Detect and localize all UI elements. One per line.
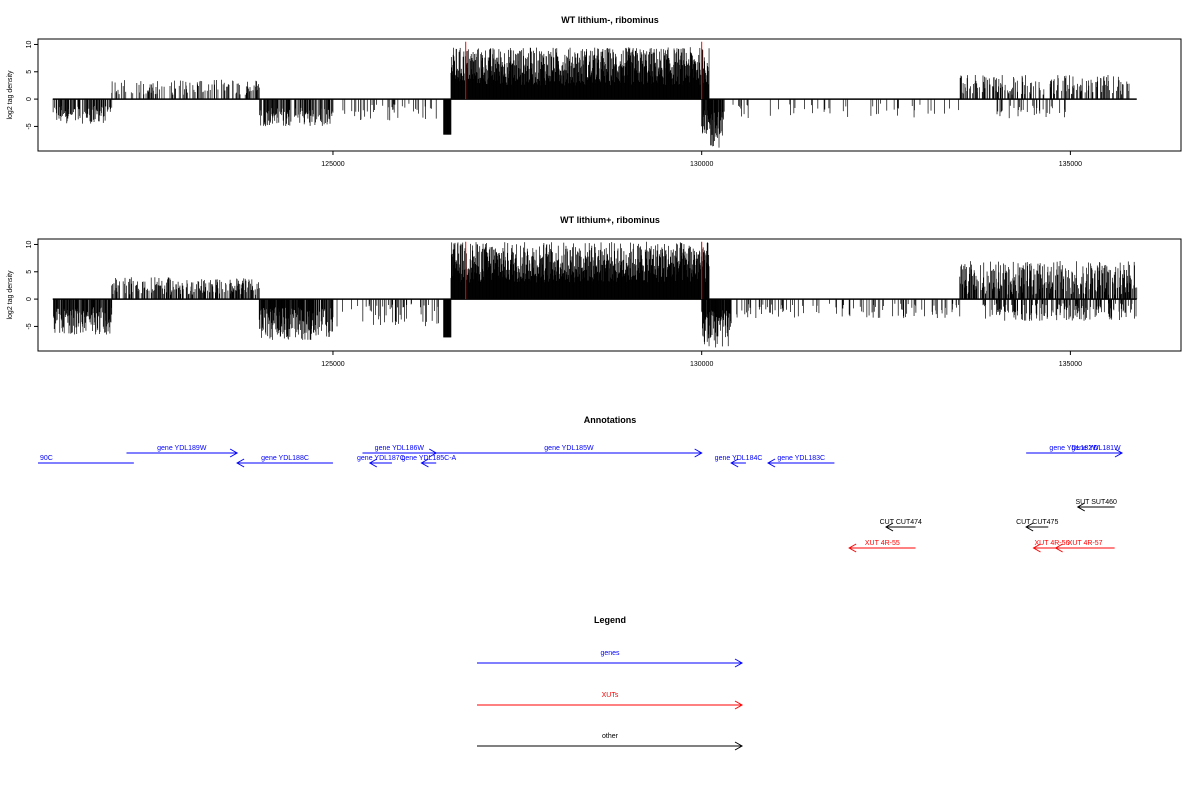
feature-label: gene YDL187C	[357, 455, 405, 462]
x-axis: 125000 130000 135000	[321, 351, 1082, 368]
arrow-head-icon	[1076, 502, 1086, 512]
arrow-head-icon	[885, 522, 894, 532]
x-tick-label: 135000	[1059, 361, 1082, 368]
arrow-head-icon	[420, 458, 429, 468]
y-axis-label: log2 tag density	[7, 70, 14, 120]
x-tick-label: 130000	[690, 361, 713, 368]
arrow-head-icon	[694, 448, 703, 458]
feature-label: gene YDL182W	[1049, 445, 1099, 452]
annotation-feature: gene YDL183C	[767, 455, 835, 468]
annotation-feature: gene YDL185C-A	[401, 455, 457, 468]
y-axis: -5 0 5 10	[26, 240, 38, 330]
arrow-head-icon	[368, 458, 378, 468]
y-tick-label: 5	[26, 270, 33, 274]
arrow-head-icon	[1114, 448, 1124, 458]
feature-label: XUT 4R-55	[865, 540, 900, 547]
y-tick-label: 10	[26, 40, 33, 48]
arrow-head-icon	[730, 458, 739, 468]
y-tick-label: 0	[26, 297, 33, 301]
feature-label: gene YDL181W	[1071, 445, 1121, 452]
feature-label: CUT CUT474	[880, 519, 922, 526]
marker-lines	[465, 41, 703, 100]
annotation-feature: gene YDL189W	[126, 445, 239, 458]
annotations-title: Annotations	[584, 415, 637, 425]
annotation-feature: XUT 4R-56	[1032, 540, 1071, 553]
signal-bars	[52, 47, 1137, 148]
feature-label: gene YDL184C	[715, 455, 763, 462]
y-tick-label: -5	[26, 123, 33, 129]
feature-label: gene YDL183C	[777, 455, 825, 462]
x-tick-label: 125000	[321, 361, 344, 368]
feature-label: gene YDL189W	[157, 445, 207, 452]
annotation-feature: SUT SUT460	[1075, 499, 1117, 512]
legend: Legend genes XUTs other	[477, 615, 744, 751]
feature-label: XUT 4R-56	[1035, 540, 1070, 547]
feature-label: SUT SUT460	[1075, 499, 1117, 506]
legend-item: other	[477, 733, 744, 751]
annotation-feature: gene YDL188C	[236, 455, 333, 468]
y-axis-label: log2 tag density	[7, 270, 14, 320]
signal-bars	[52, 241, 1138, 348]
annotation-feature: gene YDL181W	[1071, 445, 1121, 452]
annotations-track: Annotations gene YDL189W gene YDL186W gene…	[38, 415, 1124, 553]
arrow-head-icon	[767, 458, 776, 468]
feature-label: gene YDL186W	[375, 445, 425, 452]
arrow-head-icon	[734, 700, 744, 710]
arrow-head-icon	[229, 448, 239, 458]
annotation-feature: CUT CUT474	[880, 519, 922, 532]
arrow-head-icon	[1032, 543, 1041, 553]
legend-label: XUTs	[602, 692, 619, 699]
panel-title: WT lithium+, ribominus	[560, 215, 660, 225]
y-tick-label: 0	[26, 97, 33, 101]
x-tick-label: 130000	[690, 161, 713, 168]
marker-lines	[465, 241, 703, 300]
legend-label: other	[602, 733, 619, 740]
y-axis: -5 0 5 10	[26, 40, 38, 130]
arrow-head-icon	[734, 741, 744, 751]
arrow-head-icon	[848, 543, 857, 553]
feature-label: CUT CUT475	[1016, 519, 1058, 526]
legend-item: XUTs	[477, 692, 744, 710]
annotation-feature: 90C	[38, 455, 134, 464]
arrow-head-icon	[236, 458, 245, 468]
feature-label: XUT 4R-57	[1068, 540, 1103, 547]
feature-label: gene YDL188C	[261, 455, 309, 462]
feature-label: gene YDL185C-A	[401, 455, 456, 462]
annotation-feature: gene YDL185W	[436, 445, 703, 458]
legend-item: genes	[477, 650, 744, 668]
plot-frame	[37, 38, 1182, 152]
panel-title: WT lithium-, ribominus	[561, 15, 659, 25]
arrow-head-icon	[734, 658, 744, 668]
annotation-feature: XUT 4R-57	[1054, 540, 1115, 553]
annotation-feature: CUT CUT475	[1016, 519, 1058, 532]
annotation-feature: gene YDL182W	[1026, 445, 1124, 458]
annotation-feature: XUT 4R-55	[848, 540, 916, 553]
y-tick-label: 10	[26, 240, 33, 248]
x-tick-label: 135000	[1059, 161, 1082, 168]
y-tick-label: -5	[26, 323, 33, 329]
arrow-head-icon	[1025, 522, 1034, 532]
x-axis: 125000 130000 135000	[321, 151, 1082, 168]
legend-label: genes	[600, 650, 620, 657]
y-tick-label: 5	[26, 70, 33, 74]
track-panel-lithium-plus: WT lithium+, ribominus log2 tag density …	[7, 215, 1182, 368]
feature-label: gene YDL185W	[544, 445, 594, 452]
annotation-feature: gene YDL187C	[357, 455, 405, 468]
arrow-head-icon	[1054, 543, 1063, 553]
track-panel-lithium-minus: WT lithium-, ribominus log2 tag density …	[7, 15, 1182, 168]
x-tick-label: 125000	[321, 161, 344, 168]
plot-frame	[37, 238, 1182, 352]
legend-title: Legend	[594, 615, 626, 625]
feature-label: 90C	[40, 455, 53, 462]
annotation-feature: gene YDL184C	[715, 455, 763, 468]
